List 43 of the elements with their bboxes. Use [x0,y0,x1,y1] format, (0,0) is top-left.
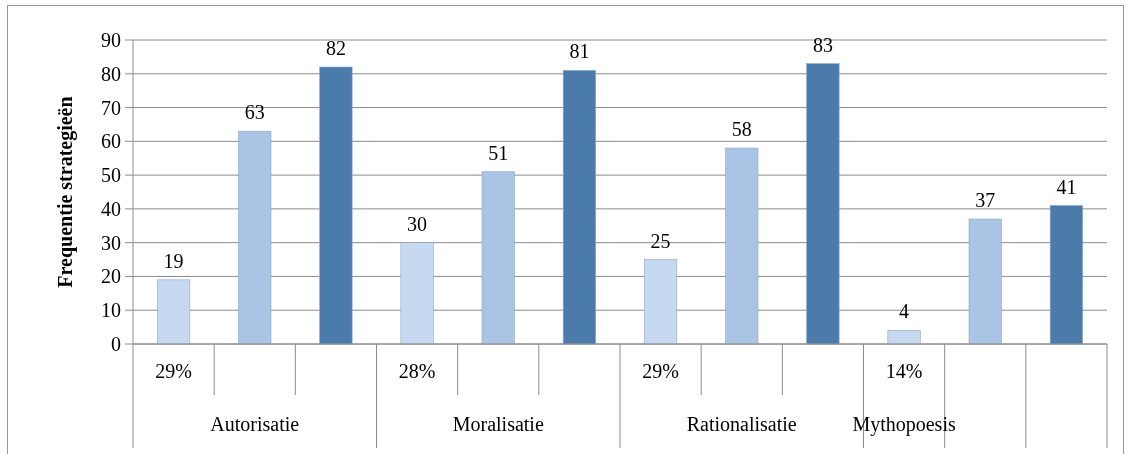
bar [806,63,840,345]
bar [238,130,272,345]
data-label: 25 [650,229,671,252]
data-label: 41 [1056,175,1077,198]
y-tick-label: 10 [101,299,121,322]
text: Moralisatie [452,413,544,435]
bar [157,279,191,345]
bar [481,171,515,345]
data-label: 81 [569,40,590,63]
bar [644,259,678,345]
y-tick-label: 40 [101,197,121,220]
data-label: 82 [325,37,346,60]
bar [562,70,596,345]
x-tick-label: 29% [155,360,192,382]
text: Mythopoesis [852,413,956,436]
bar [725,147,759,345]
bar [319,66,353,345]
y-tick-label: 20 [101,265,121,288]
bar [887,330,921,345]
y-tick-label: 30 [101,231,121,254]
data-label: 83 [812,33,833,56]
data-label: 58 [731,118,752,141]
y-tick-label: 60 [101,130,121,153]
bar [968,218,1002,345]
y-tick-label: 80 [101,62,121,85]
x-tick-label: 29% [642,360,679,382]
data-label: 4 [899,300,910,323]
data-label: 51 [488,141,509,164]
x-tick-label: 14% [885,360,923,382]
bar [1049,205,1083,345]
bar [400,242,434,345]
text: Autorisatie [210,413,300,435]
data-label: 19 [163,249,184,272]
y-tick-label: 50 [101,164,121,187]
y-tick-label: 90 [101,29,121,51]
x-tick-label: 28% [398,360,436,382]
y-axis-title: Frequentie strategieën [54,96,77,288]
data-label: 63 [244,101,265,124]
data-label: 30 [407,212,428,235]
text: Rationalisatie [686,413,797,435]
y-tick-label: 70 [101,96,121,119]
y-tick-label: 0 [111,333,121,355]
data-label: 37 [975,189,996,212]
